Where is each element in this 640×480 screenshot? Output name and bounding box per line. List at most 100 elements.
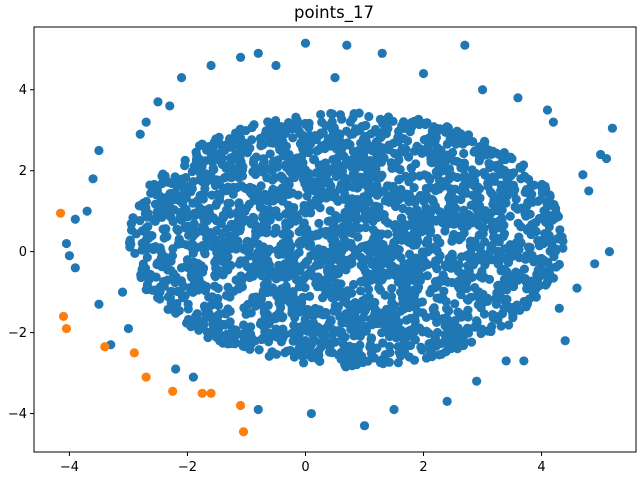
scatter-point-series-1 bbox=[504, 320, 514, 330]
scatter-point-series-1 bbox=[399, 117, 409, 127]
scatter-point-series-1 bbox=[450, 299, 460, 309]
scatter-point-series-1 bbox=[297, 298, 307, 308]
scatter-point-series-1 bbox=[263, 117, 273, 127]
scatter-point-series-1 bbox=[258, 167, 268, 177]
y-tick-label: −4 bbox=[8, 407, 27, 422]
scatter-point-series-1 bbox=[309, 155, 319, 165]
scatter-point-series-1 bbox=[514, 253, 524, 263]
scatter-point-series-1 bbox=[253, 404, 263, 415]
scatter-point-series-1 bbox=[425, 350, 435, 360]
scatter-point-series-1 bbox=[360, 214, 370, 224]
scatter-point-series-1 bbox=[408, 299, 418, 309]
scatter-point-series-1 bbox=[535, 241, 545, 251]
scatter-point-series-1 bbox=[332, 291, 342, 302]
scatter-point-series-1 bbox=[326, 108, 336, 119]
scatter-point-series-2 bbox=[197, 388, 207, 398]
scatter-point-series-1 bbox=[520, 205, 530, 215]
scatter-point-series-2 bbox=[206, 388, 216, 398]
scatter-point-series-1 bbox=[314, 350, 324, 361]
scatter-point-series-1 bbox=[274, 295, 284, 305]
scatter-point-series-1 bbox=[258, 210, 268, 221]
x-tick-label: 0 bbox=[301, 460, 309, 475]
scatter-point-series-1 bbox=[250, 166, 260, 176]
scatter-point-series-1 bbox=[374, 232, 384, 243]
scatter-point-series-1 bbox=[536, 194, 546, 205]
scatter-point-series-1 bbox=[263, 129, 273, 139]
scatter-point-series-1 bbox=[491, 299, 501, 309]
scatter-point-series-1 bbox=[335, 183, 345, 194]
scatter-point-series-1 bbox=[207, 326, 217, 336]
scatter-point-series-1 bbox=[545, 269, 555, 280]
scatter-point-series-1 bbox=[398, 232, 409, 242]
scatter-point-series-1 bbox=[245, 143, 255, 153]
scatter-point-series-1 bbox=[276, 264, 287, 275]
scatter-point-series-1 bbox=[377, 48, 387, 58]
scatter-point-series-1 bbox=[302, 183, 312, 193]
scatter-point-series-1 bbox=[422, 271, 432, 281]
scatter-point-series-1 bbox=[499, 220, 509, 230]
scatter-point-series-1 bbox=[258, 262, 268, 272]
scatter-point-series-1 bbox=[285, 219, 295, 229]
scatter-point-series-1 bbox=[458, 337, 469, 347]
scatter-point-series-1 bbox=[442, 150, 452, 160]
scatter-point-series-1 bbox=[271, 206, 281, 216]
scatter-point-series-1 bbox=[384, 270, 394, 280]
scatter-point-series-1 bbox=[475, 293, 486, 303]
scatter-point-series-1 bbox=[387, 283, 397, 294]
scatter-point-series-1 bbox=[359, 121, 370, 131]
scatter-point-series-1 bbox=[467, 165, 477, 175]
y-tick-label: −2 bbox=[8, 326, 27, 341]
scatter-point-series-1 bbox=[350, 308, 360, 318]
scatter-point-series-1 bbox=[243, 299, 253, 310]
scatter-point-series-1 bbox=[221, 256, 231, 266]
scatter-point-series-1 bbox=[479, 136, 490, 146]
scatter-point-series-1 bbox=[235, 226, 245, 236]
scatter-point-series-1 bbox=[448, 232, 458, 242]
scatter-point-series-1 bbox=[299, 319, 309, 330]
scatter-point-series-1 bbox=[126, 219, 136, 229]
scatter-point-series-1 bbox=[280, 348, 290, 358]
scatter-point-series-1 bbox=[359, 134, 369, 144]
scatter-point-series-1 bbox=[347, 361, 357, 371]
scatter-point-series-1 bbox=[480, 146, 490, 156]
scatter-point-series-2 bbox=[238, 427, 249, 437]
scatter-point-series-1 bbox=[544, 222, 554, 232]
scatter-point-series-1 bbox=[268, 283, 278, 293]
scatter-point-series-1 bbox=[312, 274, 322, 284]
scatter-point-series-1 bbox=[237, 171, 248, 181]
scatter-point-series-2 bbox=[55, 208, 66, 218]
scatter-point-series-1 bbox=[213, 189, 223, 200]
scatter-point-series-1 bbox=[165, 101, 175, 111]
scatter-point-series-1 bbox=[384, 140, 394, 150]
scatter-point-series-1 bbox=[306, 346, 316, 357]
scatter-point-series-1 bbox=[321, 309, 331, 320]
scatter-point-series-1 bbox=[379, 153, 389, 163]
scatter-point-series-1 bbox=[411, 195, 421, 205]
scatter-point-series-1 bbox=[292, 120, 302, 130]
scatter-point-series-1 bbox=[531, 226, 541, 237]
scatter-point-series-1 bbox=[558, 236, 568, 246]
scatter-point-series-1 bbox=[150, 216, 160, 227]
scatter-point-series-1 bbox=[251, 292, 261, 302]
scatter-point-series-1 bbox=[366, 333, 377, 343]
scatter-point-series-1 bbox=[349, 331, 359, 341]
scatter-point-series-1 bbox=[441, 347, 451, 357]
scatter-point-series-1 bbox=[182, 255, 193, 265]
scatter-point-series-1 bbox=[191, 228, 201, 238]
scatter-point-series-1 bbox=[241, 309, 251, 319]
scatter-point-series-1 bbox=[218, 237, 229, 247]
scatter-point-series-1 bbox=[175, 212, 185, 222]
scatter-point-series-1 bbox=[297, 224, 307, 234]
scatter-point-series-1 bbox=[355, 340, 365, 350]
scatter-point-series-1 bbox=[514, 245, 524, 255]
scatter-point-series-1 bbox=[306, 310, 316, 320]
scatter-point-series-1 bbox=[249, 155, 259, 165]
scatter-point-series-1 bbox=[223, 282, 233, 292]
scatter-point-series-1 bbox=[347, 242, 357, 252]
scatter-point-series-1 bbox=[328, 225, 338, 235]
scatter-point-series-1 bbox=[491, 311, 502, 322]
scatter-point-series-1 bbox=[316, 109, 326, 120]
scatter-point-series-1 bbox=[484, 158, 494, 168]
scatter-point-series-1 bbox=[206, 60, 216, 71]
scatter-point-series-1 bbox=[369, 310, 379, 320]
